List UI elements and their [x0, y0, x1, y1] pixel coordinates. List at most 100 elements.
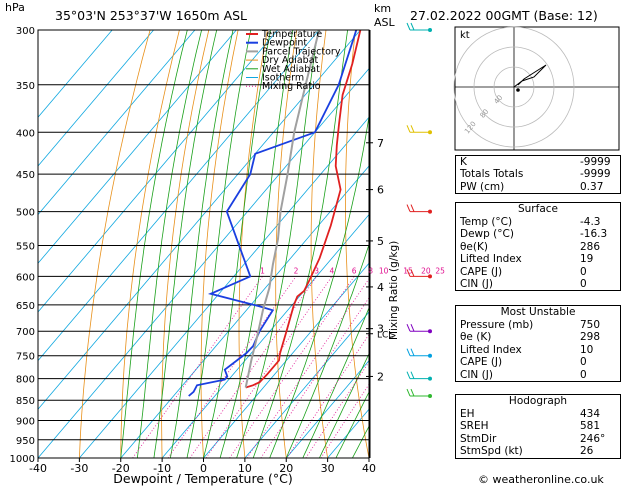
x-tick-label: 20	[279, 462, 293, 475]
surface-row: CAPE (J) 0	[456, 266, 620, 278]
mixing-ratio-label: 6	[352, 266, 357, 275]
most-unstable-row: CIN (J) 0	[456, 369, 620, 381]
legend-entry: Parcel Trajectory	[262, 46, 341, 57]
km-tick-label: 3	[377, 323, 384, 336]
legend-entry: Wet Adiabat	[262, 64, 320, 75]
isotherm-line	[38, 30, 113, 118]
surface-label: Lifted Index	[460, 253, 522, 266]
km-tick-label: 5	[377, 235, 384, 248]
dry-adiabat-line	[79, 30, 151, 458]
wind-barb-dot	[428, 353, 432, 358]
x-tick-label: 30	[321, 462, 335, 475]
isotherm-line	[161, 213, 369, 458]
legend-entry: Temperature	[261, 29, 322, 40]
dry-adiabat-line	[345, 30, 369, 458]
most-unstable-label: θe (K)	[460, 331, 492, 344]
index-label: Totals Totals	[460, 168, 524, 181]
most-unstable-label: Lifted Index	[460, 343, 522, 356]
wind-barb	[410, 125, 415, 133]
legend-entry: Mixing Ratio	[262, 81, 321, 92]
wet-adiabat-line	[285, 243, 369, 458]
isotherm-line	[38, 30, 154, 167]
km-tick-label: 7	[377, 137, 384, 150]
wind-barb	[406, 269, 411, 277]
most-unstable-value: 0	[580, 356, 587, 369]
indices-table: K -9999 Totals Totals -9999 PW (cm) 0.37	[455, 155, 621, 195]
dry-adiabat-line	[411, 30, 452, 458]
km-tick-label: 4	[377, 281, 384, 294]
km-label: km	[374, 2, 391, 15]
most-unstable-label: CAPE (J)	[460, 356, 503, 369]
wind-barb	[406, 324, 411, 332]
isotherm-line	[38, 30, 320, 362]
index-label: K	[460, 156, 467, 168]
x-tick-label: -40	[29, 462, 47, 475]
surface-label: Temp (°C)	[460, 216, 513, 228]
wind-barb-dot	[428, 28, 432, 32]
pressure-tick-label: 1000	[10, 454, 35, 465]
hodograph-value: 26	[580, 445, 594, 458]
hodograph-row: StmSpd (kt) 26	[456, 445, 620, 457]
hpa-label: hPa	[5, 1, 25, 14]
wind-barb	[406, 371, 411, 379]
wind-barb-dot	[428, 130, 432, 135]
surface-value: 0	[580, 277, 587, 290]
index-value: -9999	[580, 156, 611, 168]
hodograph-ring-label: 80	[479, 108, 491, 120]
surface-table: Surface Temp (°C) -4.3 Dewp (°C) -16.3 θe(K)…	[455, 202, 621, 292]
temperature-profile	[245, 30, 362, 389]
mixing-ratio-label: 3	[314, 266, 319, 275]
wind-barb	[410, 204, 415, 212]
most-unstable-value: 750	[580, 319, 601, 331]
isotherm-line	[244, 311, 369, 458]
surface-row: Dewp (°C) -16.3	[456, 228, 620, 240]
x-axis-label: Dewpoint / Temperature (°C)	[113, 471, 292, 486]
x-tick-label: -10	[153, 462, 171, 475]
wind-barb	[406, 204, 411, 212]
surface-title: Surface	[517, 203, 558, 215]
surface-row: Lifted Index 19	[456, 253, 620, 265]
surface-value: -16.3	[580, 228, 608, 241]
most-unstable-row: Pressure (mb) 750	[456, 319, 620, 331]
x-tick-label: 0	[200, 462, 207, 475]
wind-barb-dot	[428, 274, 432, 279]
hodograph-trace	[513, 64, 547, 88]
wet-adiabat-line	[269, 113, 369, 458]
km-tick-label: 6	[377, 184, 384, 197]
mixing-ratio-label: 4	[330, 266, 335, 275]
most-unstable-row: θe (K) 298	[456, 331, 620, 343]
x-tick-label: 40	[362, 462, 376, 475]
mixing-ratio-axis-label: Mixing Ratio (g/kg)	[388, 241, 400, 340]
wet-adiabat-line	[120, 30, 188, 458]
surface-label: CAPE (J)	[460, 265, 503, 278]
wet-adiabat-line	[302, 306, 369, 458]
surface-value: 19	[580, 253, 594, 266]
pressure-tick-label: 550	[16, 241, 35, 252]
wet-adiabat-line	[153, 30, 218, 458]
hodograph-table-title: Hodograph	[508, 395, 568, 407]
surface-row: θe(K) 286	[456, 241, 620, 253]
mixing-ratio-label: 2	[294, 266, 299, 275]
pressure-tick-label: 500	[16, 208, 35, 219]
km-tick-label: 2	[377, 370, 384, 383]
wet-adiabat-line	[335, 391, 369, 458]
mixing-ratio-label: 20	[421, 266, 431, 275]
pressure-tick-label: 450	[16, 170, 35, 181]
surface-row: CIN (J) 0	[456, 278, 620, 290]
hodograph-row: SREH 581	[456, 420, 620, 432]
wind-barb-dot	[428, 394, 432, 399]
datetime-title: 27.02.2022 00GMT (Base: 12)	[410, 8, 598, 23]
isotherm-line	[79, 116, 369, 458]
wind-barb	[406, 125, 411, 133]
pressure-tick-label: 850	[16, 396, 35, 407]
most-unstable-label: CIN (J)	[460, 368, 493, 381]
wet-adiabat-line	[319, 352, 369, 458]
location-title: 35°03'N 253°37'W 1650m ASL	[55, 8, 247, 23]
mixing-ratio-line	[246, 278, 369, 458]
isotherm-line	[203, 262, 369, 458]
hodograph-label: EH	[460, 408, 475, 420]
wind-barb	[410, 324, 415, 332]
hodograph-frame	[454, 26, 620, 151]
most-unstable-row: Lifted Index 10	[456, 344, 620, 356]
